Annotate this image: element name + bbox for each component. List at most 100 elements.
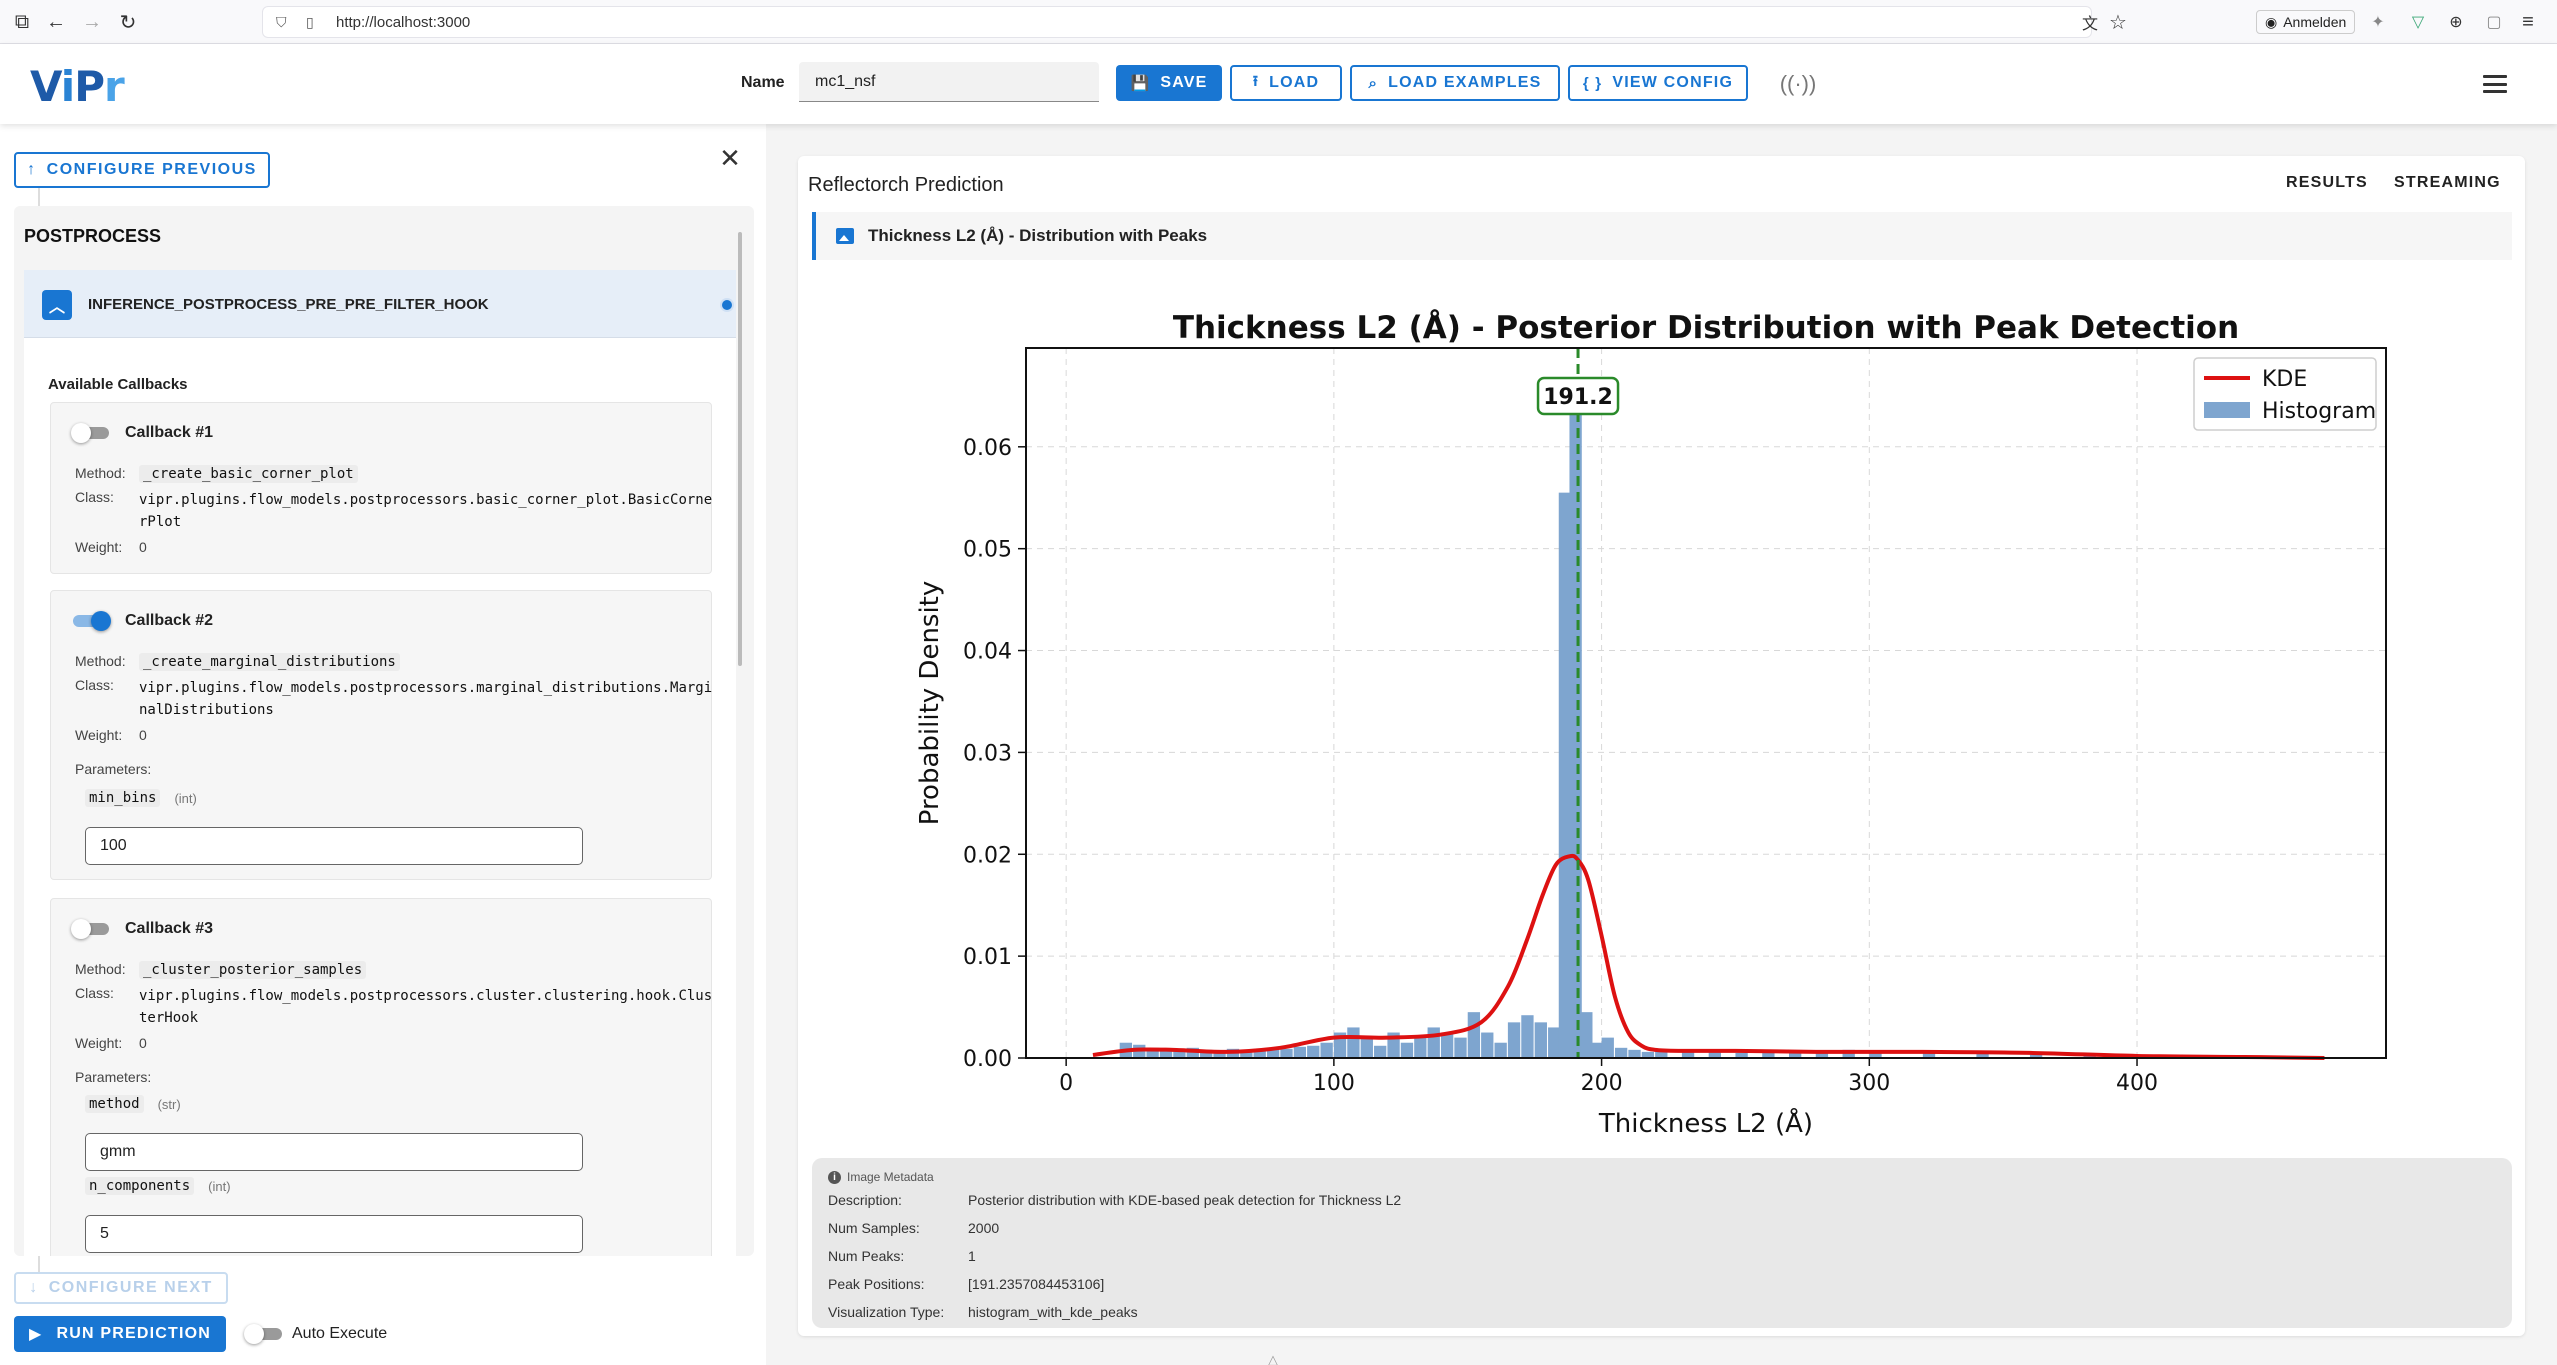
histogram-bar	[1146, 1047, 1159, 1058]
close-icon[interactable]: ✕	[719, 142, 741, 173]
auto-execute-toggle[interactable]	[244, 1324, 284, 1344]
section-title: POSTPROCESS	[24, 226, 162, 246]
param-n-components-type: (int)	[208, 1178, 231, 1194]
run-prediction-label: RUN PREDICTION	[56, 1325, 212, 1342]
callback-2-class: vipr.plugins.flow_models.postprocessors.…	[139, 680, 713, 718]
search-document-icon: ⌕	[1368, 74, 1379, 92]
method-label: Method:	[75, 961, 126, 977]
weight-label: Weight:	[75, 539, 123, 555]
forward-arrow-icon[interactable]: →	[82, 10, 102, 33]
reload-icon[interactable]: ↻	[119, 11, 137, 34]
tab-overview-icon[interactable]: ⧉	[14, 10, 30, 33]
histogram-bar	[1681, 1050, 1695, 1058]
image-title: Thickness L2 (Å) - Distribution with Pea…	[868, 226, 1208, 245]
callback-3-toggle[interactable]	[71, 919, 111, 939]
signin-button[interactable]: ◉ Anmelden	[2256, 10, 2356, 34]
name-input[interactable]	[799, 62, 1099, 102]
histogram-bar	[1569, 395, 1582, 1059]
configure-previous-button[interactable]: ↑ CONFIGURE PREVIOUS	[14, 152, 270, 188]
configure-next-button[interactable]: ↓ CONFIGURE NEXT	[14, 1272, 228, 1304]
image-section-header: Thickness L2 (Å) - Distribution with Pea…	[812, 212, 2512, 260]
histogram-bar	[1788, 1051, 1802, 1058]
x-tick-label: 300	[1848, 1071, 1890, 1096]
parameters-label: Parameters:	[75, 1069, 152, 1085]
arrow-up-icon: ↑	[27, 161, 37, 178]
vipr-logo: ViPr	[30, 62, 125, 111]
histogram-bar	[1159, 1049, 1173, 1058]
callback-1-class: vipr.plugins.flow_models.postprocessors.…	[139, 492, 713, 530]
callback-3-weight: 0	[139, 1035, 147, 1051]
chart-container: 191.2 0 100 200 300 400 0.00 0.01 0.02 0.03 0.04 0.…	[798, 260, 2525, 1310]
tab-streaming[interactable]: STREAMING	[2394, 174, 2501, 191]
hook-accordion-header[interactable]: ︿ INFERENCE_POSTPROCESS_PRE_PRE_FILTER_H…	[24, 270, 736, 338]
bookmark-star-icon[interactable]: ☆	[2109, 11, 2127, 34]
puzzle-extensions-icon[interactable]: ⊕	[2449, 14, 2463, 31]
weight-label: Weight:	[75, 1035, 123, 1051]
meta-key: Description:	[828, 1192, 902, 1208]
callback-2-toggle[interactable]	[71, 611, 111, 631]
active-dot-icon	[722, 300, 732, 310]
save-button[interactable]: 💾 SAVE	[1116, 65, 1222, 101]
play-icon: ▶	[28, 1326, 43, 1343]
y-tick-label: 0.02	[963, 843, 1012, 868]
streaming-off-icon[interactable]: ((·))	[1779, 71, 1817, 96]
translate-icon[interactable]: 文	[2081, 16, 2098, 33]
histogram-bar	[1842, 1049, 1855, 1058]
callback-2-title: Callback #2	[125, 612, 214, 629]
available-callbacks-title: Available Callbacks	[48, 376, 188, 393]
histogram-bar	[1580, 1012, 1593, 1058]
histogram-bar	[1213, 1051, 1226, 1058]
n-components-input[interactable]: 5	[85, 1215, 583, 1253]
meta-key: Peak Positions:	[828, 1276, 925, 1292]
hamburger-menu-icon[interactable]	[2480, 70, 2510, 98]
method-input[interactable]: gmm	[85, 1133, 583, 1171]
histogram-bar	[1869, 1051, 1882, 1058]
weight-label: Weight:	[75, 727, 123, 743]
account-icon: ◉	[2265, 13, 2278, 30]
run-prediction-button[interactable]: ▶ RUN PREDICTION	[14, 1316, 226, 1352]
meta-key: Visualization Type:	[828, 1304, 945, 1320]
meta-value: 2000	[968, 1220, 1000, 1236]
min-bins-input[interactable]: 100	[85, 827, 583, 865]
stepper-connector	[38, 188, 40, 208]
histogram-bar	[1628, 1049, 1641, 1058]
y-axis-label: Probability Density	[915, 581, 945, 826]
vue-devtools-icon[interactable]: ▽	[2411, 14, 2425, 31]
image-metadata: i Image Metadata Description: Posterior d…	[812, 1158, 2512, 1328]
scroll-up-icon[interactable]: △	[1268, 1352, 1278, 1365]
card-scrollbar[interactable]	[736, 224, 744, 1254]
view-config-button[interactable]: { } VIEW CONFIG	[1568, 65, 1748, 101]
info-icon: i	[828, 1170, 841, 1184]
view-config-label: VIEW CONFIG	[1612, 74, 1734, 91]
signin-label: Anmelden	[2283, 14, 2347, 30]
browser-menu-icon[interactable]: ≡	[2522, 10, 2534, 33]
histogram-bar	[1590, 1042, 1604, 1058]
metadata-header: Image Metadata	[847, 1170, 934, 1184]
legend-kde-label: KDE	[2262, 367, 2307, 392]
histogram-bar	[1976, 1050, 1989, 1058]
load-button[interactable]: ⭱ LOAD	[1230, 65, 1342, 101]
meta-key: Num Samples:	[828, 1220, 920, 1236]
histogram-bar	[1200, 1049, 1213, 1058]
tab-results[interactable]: RESULTS	[2286, 174, 2368, 191]
chevron-up-icon[interactable]: ︿	[42, 290, 72, 320]
callback-1-toggle[interactable]	[71, 423, 111, 443]
address-bar[interactable]: ⛉ ▯ http://localhost:3000	[262, 6, 2092, 38]
callback-card-2: Callback #2 Method: _create_marginal_dist…	[50, 590, 712, 880]
stepper-connector	[38, 1256, 40, 1272]
name-label: Name	[741, 74, 785, 91]
prediction-title: Reflectorch Prediction	[808, 174, 1004, 196]
image-icon	[836, 228, 854, 244]
prediction-card: Reflectorch Prediction RESULTS STREAMING…	[798, 156, 2525, 1336]
floppy-disk-icon: 💾	[1130, 75, 1151, 92]
sidebar-icon[interactable]: ▢	[2486, 14, 2502, 31]
back-arrow-icon[interactable]: ←	[46, 10, 66, 33]
auto-execute-switch[interactable]: Auto Execute	[244, 1324, 387, 1344]
hook-name: INFERENCE_POSTPROCESS_PRE_PRE_FILTER_HOO…	[88, 296, 489, 313]
histogram-bar	[1173, 1050, 1186, 1058]
load-examples-button[interactable]: ⌕ LOAD EXAMPLES	[1350, 65, 1560, 101]
peak-label-box	[1536, 376, 1620, 416]
braces-icon: { }	[1582, 74, 1603, 92]
extension-icon[interactable]: ✦	[2371, 14, 2385, 31]
